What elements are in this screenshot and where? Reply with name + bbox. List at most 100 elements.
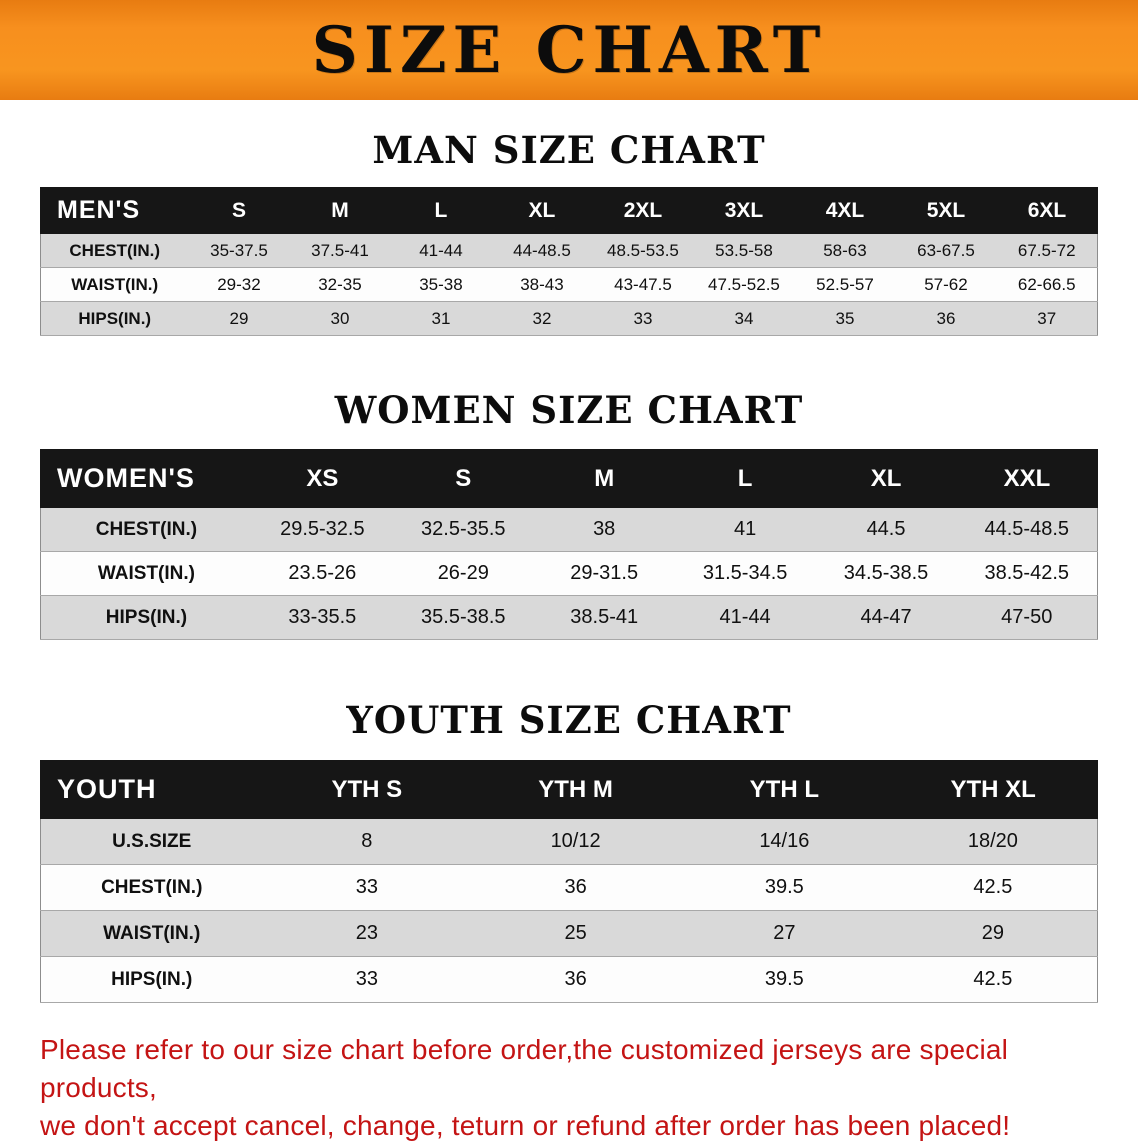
size-value-cell: 25 — [471, 910, 680, 957]
size-value-cell: 32 — [491, 301, 593, 336]
row-label-cell: CHEST(IN.) — [40, 233, 189, 268]
size-value-cell: 62-66.5 — [996, 267, 1098, 302]
size-value-cell: 18/20 — [888, 818, 1098, 865]
size-value-cell: 14/16 — [679, 818, 889, 865]
size-value-cell: 29 — [888, 910, 1098, 957]
size-value-cell: 10/12 — [471, 818, 680, 865]
men-size-table: MEN'S S M L XL 2XL 3XL 4XL 5XL 6XL CHEST(IN.) 35-37… — [40, 187, 1099, 336]
size-value-cell: 44.5 — [815, 507, 957, 552]
table-header-row: MEN'S S M L XL 2XL 3XL 4XL 5XL 6XL — [40, 187, 1099, 234]
size-column-header: YTH L — [679, 760, 890, 819]
size-value-cell: 33-35.5 — [251, 595, 393, 640]
size-value-cell: 33 — [262, 956, 472, 1003]
table-row: HIPS(IN.) 33-35.5 35.5-38.5 38.5-41 41-44 44-… — [40, 595, 1098, 640]
row-label-cell: WAIST(IN.) — [40, 551, 252, 596]
size-value-cell: 47-50 — [956, 595, 1098, 640]
order-policy-note: Please refer to our size chart before or… — [40, 1031, 1110, 1144]
size-column-header: S — [392, 449, 535, 508]
size-value-cell: 26-29 — [392, 551, 534, 596]
size-value-cell: 35-37.5 — [188, 233, 290, 268]
table-head: WOMEN'S XS S M L XL XXL — [39, 449, 1098, 508]
size-value-cell: 63-67.5 — [895, 233, 997, 268]
banner: SIZE CHART — [0, 0, 1138, 100]
size-value-cell: 41 — [674, 507, 816, 552]
size-value-cell: 38 — [533, 507, 675, 552]
table-row: CHEST(IN.) 29.5-32.5 32.5-35.5 38 41 44.5 44.5… — [40, 507, 1098, 552]
table-row: HIPS(IN.) 29 30 31 32 33 34 35 36 37 — [40, 301, 1098, 336]
size-value-cell: 8 — [262, 818, 472, 865]
size-column-header: 6XL — [995, 187, 1099, 234]
note-line-2: we don't accept cancel, change, teturn o… — [40, 1109, 1011, 1141]
size-value-cell: 41-44 — [390, 233, 492, 268]
size-value-cell: 57-62 — [895, 267, 997, 302]
size-column-header: XL — [490, 187, 593, 234]
size-value-cell: 32.5-35.5 — [392, 507, 534, 552]
size-value-cell: 33 — [262, 864, 472, 911]
size-column-header: 5XL — [894, 187, 997, 234]
size-value-cell: 27 — [679, 910, 889, 957]
table-row: CHEST(IN.) 33 36 39.5 42.5 — [40, 864, 1098, 911]
size-column-header: M — [288, 187, 391, 234]
size-column-header: M — [533, 449, 676, 508]
size-value-cell: 31.5-34.5 — [674, 551, 816, 596]
row-label-cell: CHEST(IN.) — [40, 864, 263, 911]
table-row: WAIST(IN.) 29-32 32-35 35-38 38-43 43-47.5 47.… — [40, 267, 1098, 302]
table-row: WAIST(IN.) 23 25 27 29 — [40, 910, 1098, 957]
table-row: WAIST(IN.) 23.5-26 26-29 29-31.5 31.5-34.5 34… — [40, 551, 1098, 596]
youth-size-chart-section: YOUTH SIZE CHART YOUTH YTH S YTH M YTH L YTH… — [0, 698, 1138, 1003]
row-label-cell: HIPS(IN.) — [40, 595, 252, 640]
size-value-cell: 41-44 — [674, 595, 816, 640]
size-value-cell: 39.5 — [679, 956, 889, 1003]
row-label-cell: U.S.SIZE — [40, 818, 263, 865]
size-value-cell: 42.5 — [888, 956, 1098, 1003]
size-value-cell: 67.5-72 — [996, 233, 1098, 268]
size-value-cell: 36 — [471, 956, 680, 1003]
note-line-1: Please refer to our size chart before or… — [40, 1034, 1009, 1103]
size-column-header: S — [187, 187, 290, 234]
size-value-cell: 37.5-41 — [289, 233, 391, 268]
size-column-header: XS — [251, 449, 394, 508]
size-value-cell: 44.5-48.5 — [956, 507, 1098, 552]
row-label-cell: HIPS(IN.) — [40, 956, 263, 1003]
youth-chart-heading: YOUTH SIZE CHART — [346, 698, 792, 742]
size-value-cell: 36 — [895, 301, 997, 336]
size-column-header: 3XL — [692, 187, 795, 234]
size-column-header: L — [389, 187, 492, 234]
size-value-cell: 38-43 — [491, 267, 593, 302]
size-value-cell: 23 — [262, 910, 472, 957]
youth-size-table: YOUTH YTH S YTH M YTH L YTH XL U.S.SIZE 8 10/12… — [40, 760, 1098, 1003]
size-value-cell: 48.5-53.5 — [592, 233, 694, 268]
size-value-cell: 42.5 — [888, 864, 1098, 911]
row-label-cell: WAIST(IN.) — [40, 267, 189, 302]
size-value-cell: 34 — [693, 301, 795, 336]
size-value-cell: 58-63 — [794, 233, 896, 268]
size-value-cell: 31 — [390, 301, 492, 336]
size-value-cell: 35.5-38.5 — [392, 595, 534, 640]
size-value-cell: 37 — [996, 301, 1098, 336]
size-column-header: YTH S — [261, 760, 472, 819]
size-value-cell: 30 — [289, 301, 391, 336]
table-body: CHEST(IN.) 29.5-32.5 32.5-35.5 38 41 44.5 44.5… — [40, 507, 1098, 640]
size-value-cell: 52.5-57 — [794, 267, 896, 302]
table-row: HIPS(IN.) 33 36 39.5 42.5 — [40, 956, 1098, 1003]
table-row: U.S.SIZE 8 10/12 14/16 18/20 — [40, 818, 1098, 865]
women-size-chart-section: WOMEN SIZE CHART WOMEN'S XS S M L XL XXL CHEST(… — [0, 388, 1138, 640]
size-value-cell: 53.5-58 — [693, 233, 795, 268]
size-value-cell: 32-35 — [289, 267, 391, 302]
size-value-cell: 43-47.5 — [592, 267, 694, 302]
size-value-cell: 38.5-42.5 — [956, 551, 1098, 596]
size-value-cell: 47.5-52.5 — [693, 267, 795, 302]
table-header-row: YOUTH YTH S YTH M YTH L YTH XL — [40, 760, 1098, 819]
size-column-header: YTH M — [470, 760, 681, 819]
men-chart-heading: MAN SIZE CHART — [372, 128, 766, 172]
table-body: CHEST(IN.) 35-37.5 37.5-41 41-44 44-48.5 48.5… — [40, 233, 1098, 336]
women-chart-heading: WOMEN SIZE CHART — [334, 388, 804, 432]
size-column-header: L — [674, 449, 817, 508]
size-value-cell: 39.5 — [679, 864, 889, 911]
page-title: SIZE CHART — [311, 12, 827, 88]
size-value-cell: 33 — [592, 301, 694, 336]
table-head: MEN'S S M L XL 2XL 3XL 4XL 5XL 6XL — [40, 187, 1099, 234]
table-body: U.S.SIZE 8 10/12 14/16 18/20 CHEST(IN.) 33 36 39… — [40, 818, 1098, 1003]
size-value-cell: 44-48.5 — [491, 233, 593, 268]
